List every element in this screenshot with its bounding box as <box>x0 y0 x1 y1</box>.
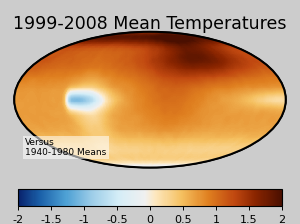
Ellipse shape <box>14 32 286 168</box>
Text: Versus
1940-1980 Means: Versus 1940-1980 Means <box>25 138 106 157</box>
Text: 1999-2008 Mean Temperatures: 1999-2008 Mean Temperatures <box>13 15 287 32</box>
